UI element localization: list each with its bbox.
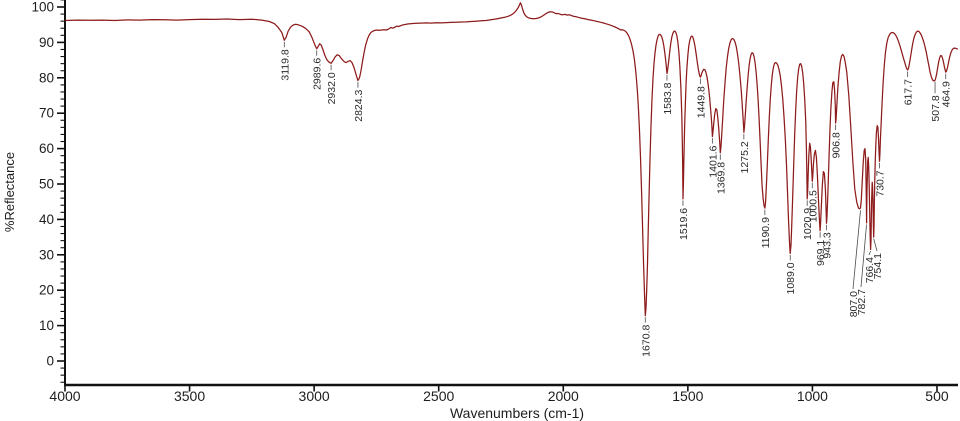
y-tick-label: 60 xyxy=(39,141,54,156)
peak-labels-layer: 3119.8 2989.6 2932.0 2824.3 1670.8 1583.8 1519… xyxy=(279,41,953,357)
peak-label: 1369.8 xyxy=(715,162,727,194)
peak-label: 730.7 xyxy=(875,170,887,196)
peak-label: 1401.6 xyxy=(707,145,719,177)
axes-layer: 0 10 20 30 40 50 60 70 80 90 100 4000 3500 3000 2500 20… xyxy=(31,0,958,404)
peak-label: 906.8 xyxy=(831,132,843,158)
x-tick-label: 2500 xyxy=(423,388,454,404)
peak-label: 1190.9 xyxy=(760,217,772,248)
spectrum-curve-layer xyxy=(64,2,959,317)
spectrum-path xyxy=(64,2,959,317)
peak-leader-line xyxy=(852,210,861,290)
y-tick-label: 20 xyxy=(39,283,54,298)
y-tick-label: 70 xyxy=(39,106,54,121)
x-tick-label: 4000 xyxy=(49,388,80,404)
y-axis-title: %Reflectance xyxy=(2,152,17,232)
peak-label: 1670.8 xyxy=(640,325,652,357)
peak-label: 1020.9 xyxy=(802,208,814,240)
peak-label: 782.7 xyxy=(856,289,868,315)
peak-label: 1449.8 xyxy=(695,86,707,118)
peak-leader-line xyxy=(860,224,867,288)
peak-label: 2932.0 xyxy=(326,72,338,104)
y-tick-label: 10 xyxy=(39,318,54,333)
peak-label: 943.3 xyxy=(822,232,834,258)
x-tick-label: 3000 xyxy=(299,388,330,404)
x-tick-label: 2000 xyxy=(548,388,579,404)
peak-label: 807.0 xyxy=(848,291,860,317)
x-tick-label: 1500 xyxy=(672,388,703,404)
peak-label: 1000.5 xyxy=(807,190,819,222)
peak-label: 2824.3 xyxy=(353,89,365,121)
peak-label: 617.7 xyxy=(903,79,915,105)
x-tick-label: 500 xyxy=(925,388,949,404)
peak-label: 507.8 xyxy=(930,95,942,121)
peak-label: 3119.8 xyxy=(279,49,291,80)
peak-leader-line xyxy=(873,238,878,252)
peak-label: 754.1 xyxy=(872,253,884,279)
peak-label: 766.4 xyxy=(864,257,876,283)
peak-label: 1519.6 xyxy=(678,208,690,240)
x-tick-label: 1000 xyxy=(797,388,828,404)
peak-label: 464.9 xyxy=(941,81,953,107)
peak-label: 1275.2 xyxy=(739,141,751,173)
y-tick-label: 50 xyxy=(39,177,54,192)
x-axis-title: Wavenumbers (cm-1) xyxy=(450,405,584,421)
y-tick-label: 40 xyxy=(39,212,54,227)
peak-leader-line xyxy=(868,250,871,256)
y-tick-label: 80 xyxy=(39,70,54,85)
y-tick-label: 0 xyxy=(46,354,54,369)
y-tick-label: 30 xyxy=(39,247,54,262)
peak-label: 1583.8 xyxy=(662,82,674,114)
y-tick-label: 90 xyxy=(39,35,54,50)
x-tick-label: 3500 xyxy=(174,388,205,404)
peak-label: 1089.0 xyxy=(785,262,797,294)
peak-label: 969.1 xyxy=(815,240,827,266)
peak-label: 2989.6 xyxy=(312,58,324,90)
y-tick-label: 100 xyxy=(31,0,54,15)
